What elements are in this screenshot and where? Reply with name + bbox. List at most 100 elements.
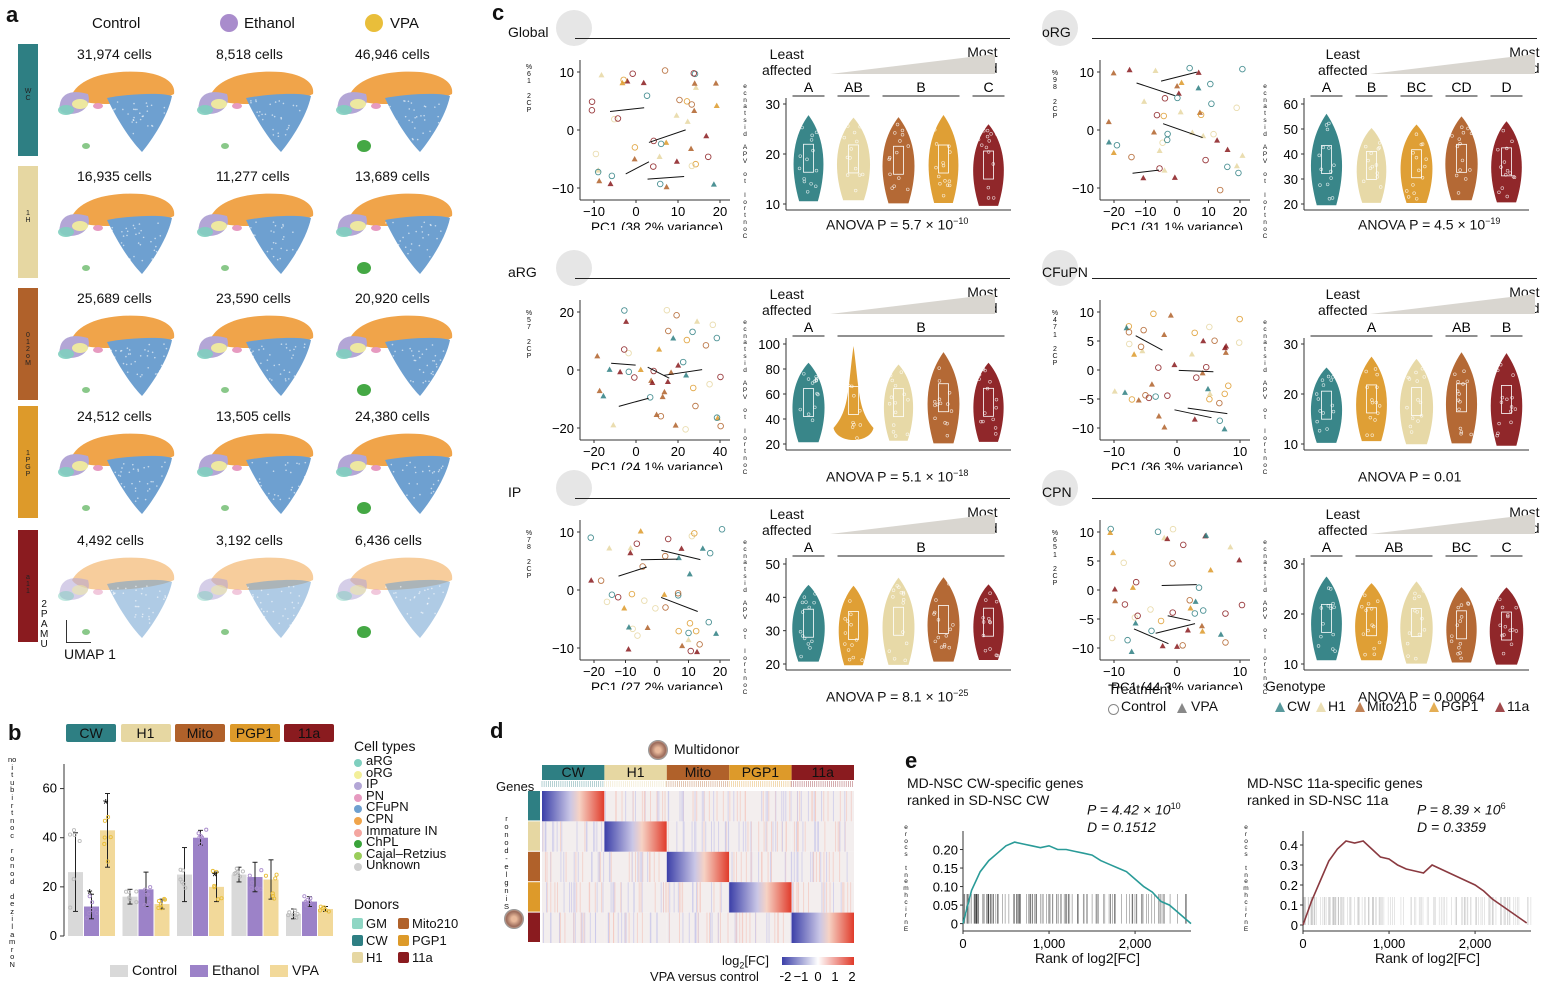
- genotype-icon-CW: [1275, 702, 1285, 712]
- cell-types-title: Cell types: [354, 738, 416, 754]
- donor-tab-Mito: Mito: [175, 724, 225, 742]
- pca-point-control: [692, 627, 700, 635]
- violin-ytick-label: 50: [766, 557, 780, 572]
- umap-point: [130, 363, 133, 365]
- pca-arrow: [660, 596, 698, 612]
- subpanel-title: CPN: [1042, 484, 1072, 500]
- umap-point: [395, 373, 397, 375]
- violin-point: [810, 639, 814, 644]
- heatmap-cell: [791, 882, 854, 913]
- violin-point: [1370, 400, 1375, 405]
- violin-point: [1318, 183, 1322, 187]
- violin-point: [977, 377, 981, 381]
- donor-swatch-Mito210: [398, 918, 409, 929]
- violin-point: [847, 657, 852, 662]
- violin-point: [948, 627, 952, 632]
- least-affected-label: Least affected: [1318, 286, 1368, 318]
- pca-point-vpa: [1148, 381, 1155, 387]
- umap-point: [109, 235, 111, 237]
- umap-point: [282, 102, 285, 105]
- umap-region-pn: [232, 465, 242, 471]
- pca-point-control: [1233, 104, 1240, 112]
- violin-point: [857, 173, 862, 177]
- umap-point: [291, 357, 293, 359]
- umap-region-pn: [371, 347, 381, 353]
- violin-ytick-label: 20: [1284, 197, 1298, 212]
- umap-point: [266, 610, 268, 613]
- violin-point: [1321, 383, 1326, 387]
- violin-point: [1495, 433, 1499, 438]
- violin-Mito210: [1445, 116, 1478, 201]
- umap-point: [110, 367, 113, 369]
- b-data-point: [162, 896, 167, 901]
- pca-point-control: [1113, 141, 1121, 149]
- affected-gradient-wedge: [1370, 514, 1535, 534]
- umap-point: [290, 471, 292, 474]
- pca-arrow: [661, 549, 701, 561]
- pca-point-vpa: [699, 545, 706, 551]
- scale-tick-label: 0: [814, 969, 821, 984]
- anova-exponent: −25: [953, 688, 969, 698]
- least-affected-label: Least affected: [1318, 46, 1368, 78]
- pca-point-control: [1222, 610, 1229, 617]
- violin-point: [1417, 632, 1422, 637]
- umap-point: [260, 362, 262, 365]
- umap-point: [259, 497, 261, 500]
- pca-arrow: [1174, 409, 1212, 419]
- pca-point-vpa: [685, 636, 692, 643]
- umap-point: [438, 126, 441, 128]
- umap-point: [414, 359, 417, 362]
- heatmap-scale-title: log2[FC]: [722, 953, 769, 971]
- umap-point: [245, 113, 248, 116]
- b-data-point: [127, 895, 132, 900]
- umap-point: [252, 130, 255, 133]
- violin-point: [1460, 125, 1464, 129]
- umap-region-chpl: [82, 629, 90, 635]
- violin-point: [1466, 126, 1470, 131]
- b-data-point: [197, 835, 202, 840]
- pca-point-control: [631, 144, 639, 151]
- umap-point: [155, 245, 157, 248]
- violin-point: [901, 598, 906, 602]
- violin-point: [1405, 405, 1409, 410]
- violin-point: [814, 168, 819, 173]
- umap-point: [425, 348, 428, 351]
- pca-point-control: [674, 589, 682, 597]
- violin-point: [983, 411, 987, 415]
- panel-b: CW H1 Mito PGP1 11a no i t u b i r t n o c r…: [0, 720, 480, 984]
- umap-point: [416, 483, 419, 485]
- violin-point: [1469, 432, 1473, 437]
- violin-point: [995, 653, 1000, 658]
- violin-point: [906, 187, 910, 192]
- pca-point-control: [1206, 323, 1213, 331]
- pca-point-control: [1180, 541, 1187, 549]
- condition-ethanol-label: Ethanol: [244, 15, 295, 32]
- violin-point: [858, 423, 862, 427]
- violin-point: [814, 130, 819, 135]
- pca-ytick-label: 0: [567, 363, 574, 378]
- umap-point: [107, 469, 110, 472]
- umap-point: [163, 245, 166, 248]
- pca-ytick-label: 0: [1087, 583, 1094, 598]
- violin-boxplot: [1366, 150, 1377, 180]
- violin-CW: [792, 584, 825, 662]
- significance-letter: A: [804, 319, 814, 335]
- b-data-point: [259, 868, 264, 873]
- umap-point: [145, 594, 147, 596]
- violin-point: [941, 161, 945, 165]
- p-value-text: P = 8.39 × 10: [1417, 801, 1501, 818]
- violin-point: [1464, 177, 1468, 181]
- b-data-point: [77, 838, 82, 844]
- heatmap-cell: [666, 791, 730, 822]
- pca-point-control: [1174, 94, 1181, 102]
- umap-point: [132, 132, 135, 135]
- umap-point: [259, 601, 262, 604]
- pca-point-control: [1207, 80, 1214, 88]
- umap-point: [145, 102, 148, 104]
- genotype-icon-11a: [1495, 702, 1505, 712]
- umap-point: [398, 128, 400, 131]
- significance-letter: B: [1502, 319, 1511, 335]
- pca-point-vpa: [1161, 167, 1168, 173]
- umap-point: [423, 119, 426, 121]
- violin-point: [1411, 151, 1415, 155]
